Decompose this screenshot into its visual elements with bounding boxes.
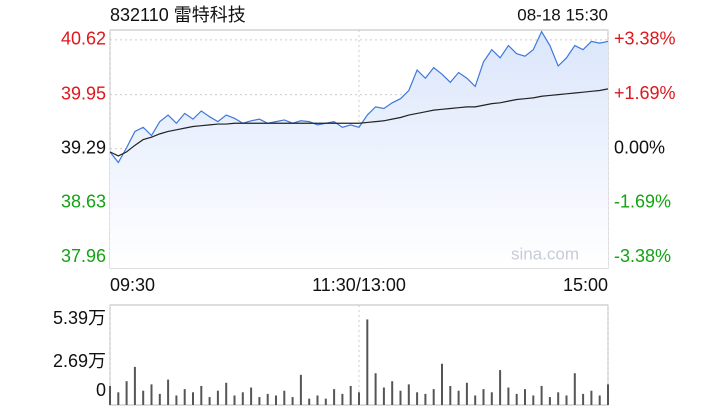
volume-bar [432,389,435,405]
y-tick-label: 37.96 [61,246,106,266]
volume-bar [499,370,502,405]
price-line [109,30,609,164]
volume-bar [565,395,568,405]
y2-tick-label: -1.69% [614,192,671,212]
volume-bar [192,392,194,405]
y2-tick-label: +3.38% [614,29,676,49]
volume-bar [208,397,211,405]
volume-bar [200,385,203,405]
x-tick-label: 11:30/13:00 [312,275,406,295]
volume-bar [474,395,477,405]
volume-bar [532,395,535,405]
volume-bar [382,387,385,405]
volume-bar [449,385,452,405]
volume-bar [158,393,161,405]
x-tick-label: 15:00 [563,275,608,295]
volume-bar [540,385,543,405]
volume-tick-label: 0 [96,380,106,400]
volume-bar [465,382,468,405]
volume-bar [416,392,419,405]
volume-bar [216,390,219,405]
volume-bar [225,382,228,405]
volume-bar [424,393,427,405]
y2-tick-label: -3.38% [614,246,671,266]
average-line [109,88,609,157]
volume-bar [125,381,128,405]
watermark: sina.com [511,244,579,263]
volume-bar [117,392,120,405]
volume-bar [490,392,493,405]
volume-bar [167,379,170,405]
volume-bar [607,384,609,405]
y-tick-label: 40.62 [61,29,106,49]
volume-bar [291,397,294,405]
volume-bar [241,392,244,405]
volume-bar [333,389,336,405]
volume-bar [308,398,311,405]
volume-bar [283,390,286,405]
volume-bar [548,397,551,405]
chart-time: 08-18 15:30 [517,5,608,24]
volume-bar [582,393,585,405]
volume-bar [266,393,269,405]
volume-bar [598,395,601,405]
volume-bar [150,384,153,405]
volume-bar [183,389,186,405]
volume-bar [316,395,319,405]
volume-bar [341,393,344,405]
volume-bar [258,397,261,405]
volume-bar [407,384,410,405]
volume-bar [133,366,136,405]
volume-bar [590,390,593,405]
volume-bar [275,395,277,405]
volume-bar [366,319,369,405]
y2-tick-label: +1.69% [614,83,676,103]
price-area [110,31,608,268]
y-tick-label: 39.95 [61,83,106,103]
volume-bar [515,393,518,405]
y2-tick-label: 0.00% [614,137,665,157]
volume-bar [399,390,402,405]
x-tick-label: 09:30 [110,275,155,295]
volume-bar [557,392,560,405]
volume-bar [142,390,145,405]
y-tick-label: 39.29 [61,137,106,157]
volume-bar [457,390,460,405]
volume-bar [324,398,327,405]
volume-bar [250,387,253,405]
volume-tick-label: 5.39万 [53,308,106,328]
y-tick-label: 38.63 [61,191,106,211]
volume-bar [109,385,111,405]
volume-bar [573,373,576,405]
chart-title: 832110 雷特科技 [110,5,246,25]
volume-bar [374,373,377,405]
volume-bar [391,381,394,405]
volume-bar [233,395,236,405]
volume-bar [358,392,360,405]
volume-bar [441,363,443,405]
volume-bar [482,389,485,405]
volume-bar [507,387,510,405]
volume-tick-label: 2.69万 [53,351,106,371]
volume-bar [175,395,178,405]
volume-bar [524,389,526,405]
volume-bar [349,385,352,405]
volume-bar [299,374,302,405]
